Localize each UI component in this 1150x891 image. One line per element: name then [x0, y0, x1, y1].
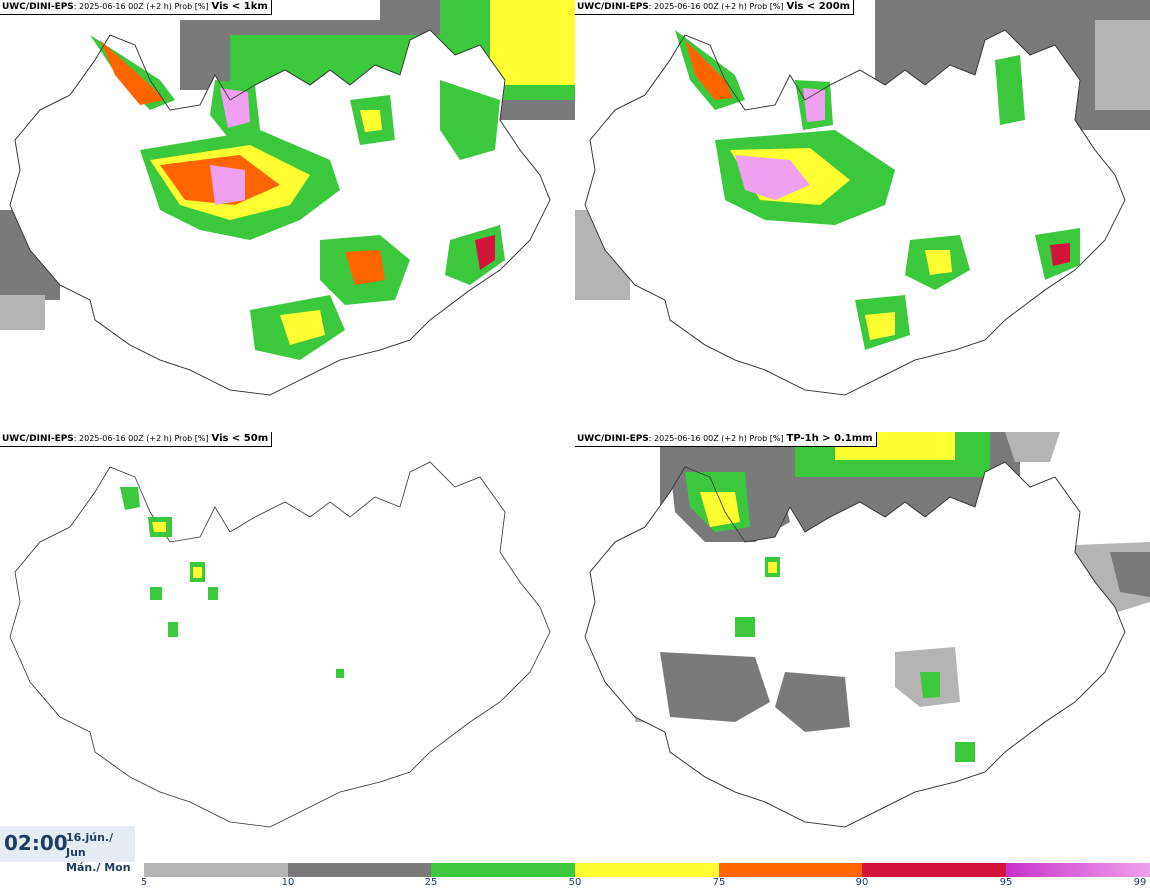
probability-map	[9, 461, 551, 828]
map-panel-vis-50m	[0, 432, 575, 864]
legend-swatch	[288, 863, 431, 877]
color-legend	[144, 863, 1150, 877]
threshold-label: Vis < 50m	[211, 433, 269, 444]
model-name: UWC/DINI-EPS	[2, 2, 74, 12]
run-info: : 2025-06-16 00Z (+2 h) Prob [%]	[73, 434, 209, 443]
legend-label: 75	[712, 877, 726, 888]
weekday-line: Mán./ Mon	[66, 861, 131, 874]
valid-hour: 02:00	[4, 831, 68, 855]
valid-date: 16.jún./ Jun Mán./ Mon	[66, 830, 135, 875]
model-name: UWC/DINI-EPS	[577, 434, 649, 444]
legend-label: 99	[1133, 877, 1147, 888]
panel-title: UWC/DINI-EPS: 2025-06-16 00Z (+2 h) Prob…	[575, 432, 877, 447]
legend-label: 95	[999, 877, 1013, 888]
legend-swatch	[575, 863, 719, 877]
threshold-label: Vis < 1km	[211, 1, 268, 12]
map-panel-tp-1h	[575, 432, 1150, 864]
run-info: : 2025-06-16 00Z (+2 h) Prob [%]	[648, 2, 784, 11]
valid-time-box: 02:00 16.jún./ Jun Mán./ Mon	[0, 826, 135, 874]
legend-label: 25	[424, 877, 438, 888]
run-info: : 2025-06-16 00Z (+2 h) Prob [%]	[73, 2, 209, 11]
legend-swatch	[431, 863, 575, 877]
panel-title: UWC/DINI-EPS: 2025-06-16 00Z (+2 h) Prob…	[0, 432, 273, 447]
legend-swatch	[144, 863, 288, 877]
panel-title: UWC/DINI-EPS: 2025-06-16 00Z (+2 h) Prob…	[575, 0, 855, 15]
threshold-label: Vis < 200m	[786, 1, 851, 12]
run-info: : 2025-06-16 00Z (+2 h) Prob [%]	[648, 434, 784, 443]
model-name: UWC/DINI-EPS	[577, 2, 649, 12]
date-line: 16.jún./ Jun	[66, 831, 114, 859]
legend-swatch	[719, 863, 862, 877]
model-name: UWC/DINI-EPS	[2, 434, 74, 444]
legend-label: 90	[855, 877, 869, 888]
map-panel-vis-200m	[575, 0, 1150, 432]
legend-swatch	[1006, 863, 1150, 877]
legend-swatch	[862, 863, 1006, 877]
panel-title: UWC/DINI-EPS: 2025-06-16 00Z (+2 h) Prob…	[0, 0, 272, 15]
probability-map	[0, 0, 575, 396]
threshold-label: TP-1h > 0.1mm	[786, 433, 873, 444]
probability-map	[575, 0, 1150, 396]
legend-label: 5	[140, 877, 148, 888]
map-panel-vis-1km	[0, 0, 575, 432]
legend-labels: 5 10 25 50 75 90 95 99	[0, 877, 1150, 891]
legend-label: 50	[568, 877, 582, 888]
legend-label: 10	[281, 877, 295, 888]
probability-map	[584, 432, 1150, 828]
